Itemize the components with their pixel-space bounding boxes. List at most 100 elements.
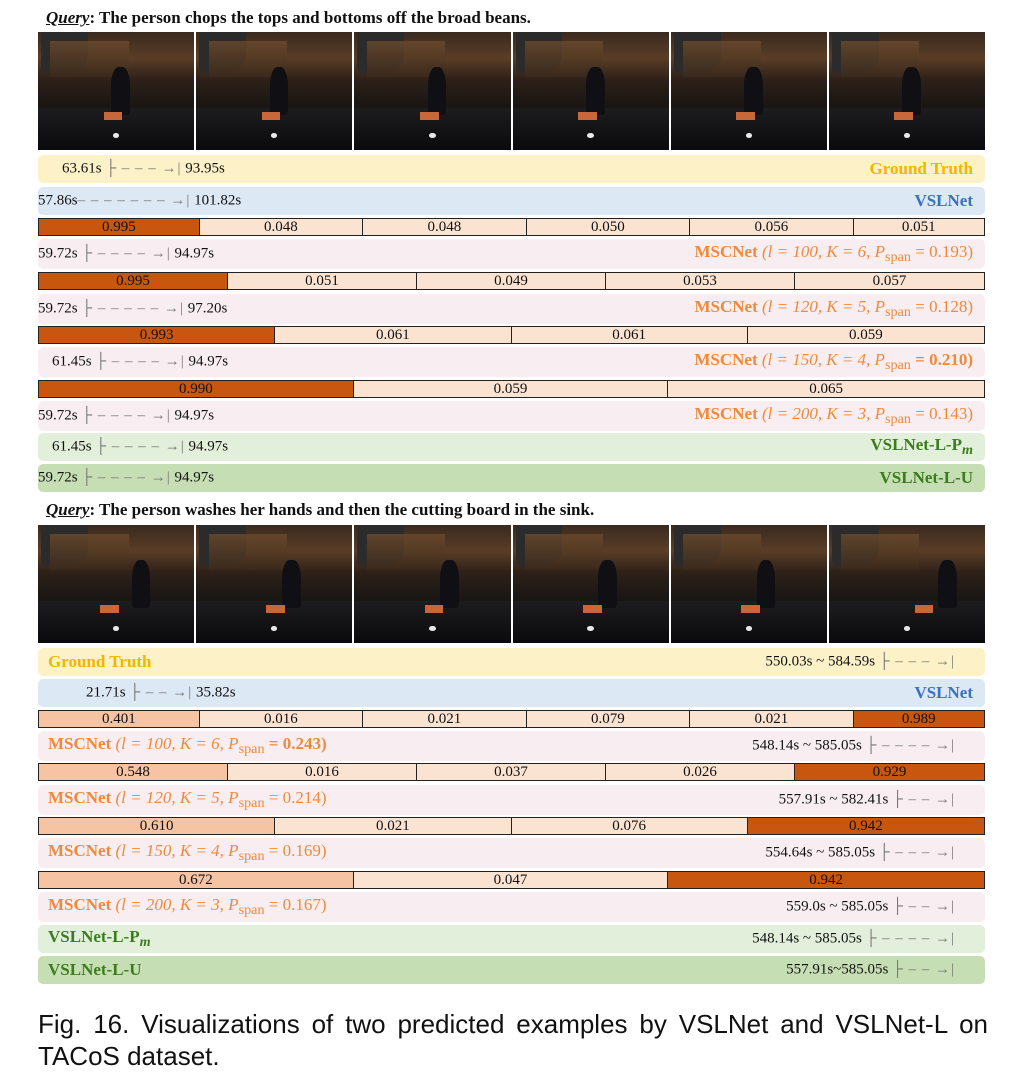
mscnet-label: MSCNet (l = 150, K = 4, Pspan = 0.169) [48, 840, 327, 865]
span-arrow: ├ – – – – →| [81, 469, 171, 486]
span-arrow: ├ – – – →| [878, 653, 955, 670]
mscnet-label: MSCNet (l = 120, K = 5, Pspan = 0.128) [694, 296, 973, 321]
score-bar: 0.610 0.021 0.076 0.942 [38, 817, 985, 835]
span-arrow: ├ – – – – →| [95, 353, 185, 370]
score-bar: 0.995 0.048 0.048 0.050 0.056 0.051 [38, 218, 985, 236]
video-frame [828, 525, 986, 643]
ground-truth-label: Ground Truth [48, 652, 152, 671]
start-time: 59.72s [38, 245, 78, 262]
score-segment: 0.050 [526, 219, 691, 235]
start-time: 61.45s [52, 438, 92, 455]
score-segment: 0.079 [526, 711, 691, 727]
score-segment: 0.047 [353, 872, 669, 888]
vslnet-l-u-label: VSLNet-L-U [48, 960, 142, 979]
end-time: 94.97s [174, 245, 215, 262]
end-time: 35.82s [195, 684, 236, 701]
score-segment: 0.016 [228, 764, 417, 780]
time-range: 554.64s ~ 585.05s [765, 844, 876, 861]
span-arrow: ├ – – →| [892, 791, 955, 808]
ground-truth-label: Ground Truth [869, 159, 973, 178]
time-range: 548.14s ~ 585.05s [752, 737, 862, 754]
end-time: 94.97s [188, 438, 229, 455]
vslnet-l-pm-label: VSLNet-L-Pm [48, 926, 151, 951]
score-segment: 0.993 [39, 327, 276, 343]
span-arrow: ├ – – – →| [105, 160, 182, 177]
query-text: : The person washes her hands and then t… [89, 500, 595, 519]
start-time: 63.61s [62, 160, 102, 177]
score-segment: 0.065 [668, 381, 984, 397]
score-segment: 0.049 [417, 273, 606, 289]
vslnet-l-u-row-1: 59.72s ├ – – – – →| 94.97s VSLNet-L-U [38, 464, 985, 492]
start-time: 59.72s [38, 469, 78, 486]
span-arrow: ├ – – – – →| [95, 438, 185, 455]
mscnet-row-1a: 59.72s ├ – – – – →| 94.97s MSCNet (l = 1… [38, 239, 985, 269]
end-time: 97.20s [187, 300, 228, 317]
mscnet-row-2b: MSCNet (l = 120, K = 5, Pspan = 0.214) 5… [38, 785, 985, 815]
start-time: 59.72s [38, 407, 78, 424]
score-bar: 0.672 0.047 0.942 [38, 871, 985, 889]
score-segment: 0.672 [39, 872, 354, 888]
vslnet-l-pm-row-1: 61.45s ├ – – – – →| 94.97s VSLNet-L-Pm [38, 433, 985, 461]
mscnet-row-2a: MSCNet (l = 100, K = 6, Pspan = 0.243) 5… [38, 731, 985, 761]
video-frame [38, 32, 195, 150]
score-segment: 0.061 [511, 327, 748, 343]
video-frame [670, 32, 827, 150]
score-segment: 0.995 [39, 219, 200, 235]
span-arrow: ├ – – – – – →| [81, 300, 184, 317]
start-time: 21.71s [86, 684, 126, 701]
video-frame [196, 32, 353, 150]
mscnet-row-1d: 59.72s ├ – – – – →| 94.97s MSCNet (l = 2… [38, 401, 985, 431]
end-time: 94.97s [174, 469, 215, 486]
score-segment: 0.059 [747, 327, 984, 343]
score-segment: 0.051 [228, 273, 417, 289]
score-segment: 0.037 [417, 764, 606, 780]
span-arrow: ├ – – →| [892, 898, 955, 915]
score-segment: 0.076 [511, 818, 748, 834]
query-1: Query: The person chops the tops and bot… [46, 8, 531, 28]
vslnet-label: VSLNet [914, 683, 973, 702]
end-time: 94.97s [188, 353, 229, 370]
score-segment: 0.548 [39, 764, 228, 780]
score-segment: 0.929 [795, 764, 984, 780]
figure-caption: Fig. 16. Visualizations of two predicted… [38, 1009, 988, 1071]
time-range: 548.14s ~ 585.05s [752, 930, 862, 947]
score-bar: 0.548 0.016 0.037 0.026 0.929 [38, 763, 985, 781]
score-segment: 0.021 [690, 711, 854, 727]
score-bar: 0.401 0.016 0.021 0.079 0.021 0.989 [38, 710, 985, 728]
start-time: 59.72s [38, 300, 78, 317]
span-arrow: – – – – – – – →| [77, 192, 191, 209]
score-segment: 0.053 [606, 273, 795, 289]
score-segment: 0.057 [795, 273, 984, 289]
score-segment: 0.021 [363, 711, 527, 727]
video-frame [196, 525, 353, 643]
mscnet-label: MSCNet (l = 150, K = 4, Pspan = 0.210) [694, 349, 973, 374]
end-time: 101.82s [194, 192, 242, 209]
time-range: 557.91s~585.05s [786, 961, 889, 978]
start-time: 61.45s [52, 353, 92, 370]
score-bar: 0.990 0.059 0.065 [38, 380, 985, 398]
score-segment: 0.048 [363, 219, 527, 235]
score-segment: 0.048 [199, 219, 364, 235]
score-segment: 0.989 [853, 711, 984, 727]
video-frame [38, 525, 195, 643]
mscnet-label: MSCNet (l = 200, K = 3, Pspan = 0.143) [694, 403, 973, 428]
span-arrow: ├ – – – – →| [865, 930, 955, 947]
vslnet-l-pm-row-2: VSLNet-L-Pm 548.14s ~ 585.05s ├ – – – – … [38, 925, 985, 953]
mscnet-label: MSCNet (l = 100, K = 6, Pspan = 0.193) [694, 241, 973, 266]
score-segment: 0.942 [668, 872, 984, 888]
video-frame [512, 32, 669, 150]
score-segment: 0.021 [275, 818, 512, 834]
score-segment: 0.995 [39, 273, 228, 289]
video-frame [828, 32, 986, 150]
score-segment: 0.610 [39, 818, 276, 834]
vslnet-l-u-label: VSLNet-L-U [879, 468, 974, 487]
mscnet-row-1b: 59.72s ├ – – – – – →| 97.20s MSCNet (l =… [38, 294, 985, 324]
score-segment: 0.026 [606, 764, 795, 780]
vslnet-l-pm-label: VSLNet-L-Pm [870, 434, 973, 459]
vslnet-row-2: 21.71s ├ – – →| 35.82s VSLNet [38, 679, 985, 707]
end-time: 93.95s [185, 160, 225, 177]
time-range: 557.91s ~ 582.41s [778, 791, 889, 808]
query-label: Query [46, 8, 90, 27]
mscnet-row-2d: MSCNet (l = 200, K = 3, Pspan = 0.167) 5… [38, 892, 985, 922]
mscnet-label: MSCNet (l = 120, K = 5, Pspan = 0.214) [48, 787, 327, 812]
